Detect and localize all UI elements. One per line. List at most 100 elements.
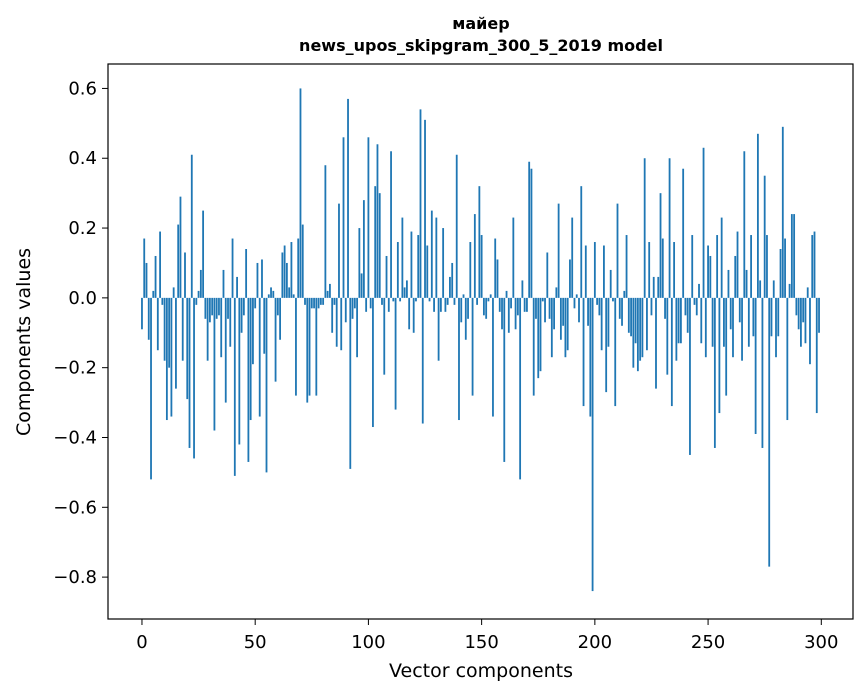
bar-component-277 [768, 297, 771, 567]
y-tick-label: 0.4 [68, 148, 97, 169]
bar-component-231 [664, 297, 666, 319]
bar-component-290 [797, 297, 800, 330]
bar-component-234 [670, 297, 673, 407]
bar-component-91 [347, 98, 349, 298]
bar-component-129 [433, 297, 435, 312]
bar-component-73 [306, 297, 309, 403]
bar-component-68 [295, 297, 297, 396]
bar-component-133 [442, 228, 445, 298]
bar-component-81 [324, 165, 327, 298]
bar-component-159 [501, 297, 503, 330]
bar-component-289 [795, 297, 798, 316]
bar-component-144 [467, 297, 469, 319]
bar-component-204 [603, 245, 605, 298]
bar-component-33 [215, 297, 218, 319]
bar-component-80 [322, 297, 325, 305]
bar-component-107 [383, 297, 386, 375]
bar-component-52 [258, 297, 261, 417]
bar-component-220 [639, 297, 642, 361]
bar-component-0 [141, 297, 143, 330]
x-tick-label: 250 [691, 632, 725, 653]
bar-component-202 [598, 297, 601, 316]
bar-component-221 [641, 297, 644, 358]
bar-component-26 [199, 269, 202, 298]
bar-component-153 [487, 297, 490, 302]
bar-component-240 [684, 297, 687, 316]
bar-component-6 [154, 255, 157, 298]
bar-component-62 [281, 252, 284, 298]
bar-component-252 [711, 297, 714, 347]
bar-component-254 [716, 235, 719, 298]
bar-component-17 [179, 196, 182, 298]
bar-component-134 [444, 297, 447, 312]
bar-component-35 [220, 297, 223, 358]
bar-component-13 [170, 297, 173, 417]
bar-component-150 [480, 235, 483, 298]
bar-component-10 [163, 297, 166, 361]
bar-component-180 [548, 297, 551, 319]
bar-component-69 [297, 238, 300, 298]
bar-component-44 [240, 297, 243, 333]
bar-component-275 [763, 175, 766, 298]
bar-component-127 [428, 297, 431, 302]
bar-component-85 [333, 297, 336, 305]
bar-component-121 [415, 297, 417, 302]
bar-component-273 [759, 280, 762, 298]
y-tick-label: −0.8 [53, 567, 97, 588]
bar-component-245 [695, 297, 698, 316]
bar-component-67 [292, 294, 295, 298]
bar-component-65 [288, 287, 291, 298]
bar-component-197 [587, 297, 589, 326]
bar-component-217 [632, 297, 635, 368]
bar-component-72 [304, 297, 306, 305]
bar-component-130 [435, 217, 438, 298]
bar-component-267 [745, 269, 748, 298]
bar-component-279 [772, 280, 775, 298]
bar-component-37 [224, 297, 227, 403]
bar-component-249 [704, 297, 707, 358]
bar-component-46 [245, 249, 248, 298]
bar-component-83 [329, 283, 331, 298]
bar-component-298 [815, 297, 818, 414]
bar-component-152 [485, 297, 488, 319]
bar-component-95 [356, 297, 358, 358]
bar-component-179 [546, 252, 549, 298]
bar-component-12 [168, 297, 171, 368]
bar-component-151 [482, 297, 485, 316]
bar-component-189 [569, 259, 571, 298]
bar-component-188 [566, 297, 569, 351]
bar-component-146 [471, 297, 474, 396]
bar-component-171 [528, 161, 531, 298]
bar-component-239 [682, 168, 685, 298]
y-tick-label: 0.0 [68, 288, 97, 309]
bar-component-286 [788, 283, 791, 298]
bar-component-23 [193, 297, 195, 459]
bar-component-281 [777, 297, 780, 337]
bar-component-223 [646, 297, 648, 351]
bar-component-172 [530, 168, 533, 298]
bar-component-36 [222, 269, 225, 298]
bar-component-53 [261, 259, 263, 298]
bar-component-287 [790, 214, 793, 298]
bar-component-178 [544, 297, 546, 323]
bar-component-283 [781, 126, 784, 298]
x-axis-label: Vector components [389, 660, 573, 682]
bar-component-47 [247, 297, 250, 462]
bar-component-163 [510, 297, 512, 309]
bar-component-110 [390, 151, 392, 298]
bar-component-63 [283, 245, 286, 298]
bar-component-238 [680, 297, 682, 344]
bar-component-208 [612, 297, 614, 302]
bar-component-9 [161, 297, 164, 305]
bar-component-214 [625, 235, 628, 298]
chart-title-line2: news_upos_skipgram_300_5_2019 model [299, 36, 663, 55]
bar-component-174 [535, 297, 537, 319]
bar-component-120 [412, 297, 415, 333]
bar-component-103 [374, 186, 377, 298]
bar-component-259 [727, 269, 730, 298]
bar-component-198 [589, 297, 592, 417]
bar-component-186 [562, 297, 565, 326]
bar-component-43 [238, 297, 241, 445]
bar-component-50 [254, 297, 257, 309]
